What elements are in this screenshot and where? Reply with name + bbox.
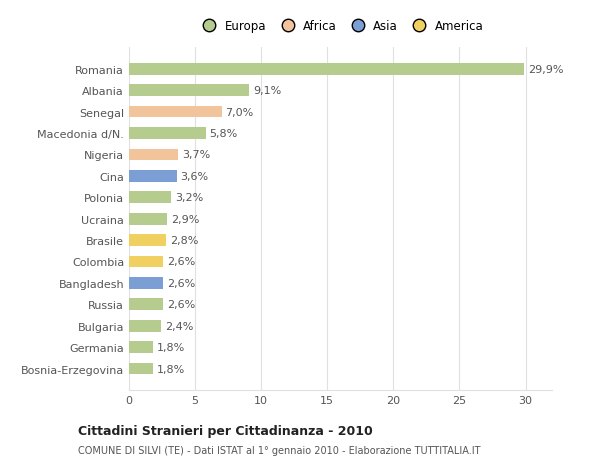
Text: 3,7%: 3,7% xyxy=(182,150,210,160)
Bar xyxy=(129,320,161,332)
Text: 1,8%: 1,8% xyxy=(157,364,185,374)
Bar xyxy=(129,235,166,246)
Legend: Europa, Africa, Asia, America: Europa, Africa, Asia, America xyxy=(197,20,484,33)
Text: 3,2%: 3,2% xyxy=(175,193,203,203)
Text: 5,8%: 5,8% xyxy=(209,129,238,139)
Bar xyxy=(129,85,249,97)
Text: 2,6%: 2,6% xyxy=(167,278,196,288)
Bar xyxy=(129,277,163,289)
Bar xyxy=(129,106,221,118)
Bar xyxy=(129,299,163,310)
Text: 2,8%: 2,8% xyxy=(170,235,199,246)
Text: Cittadini Stranieri per Cittadinanza - 2010: Cittadini Stranieri per Cittadinanza - 2… xyxy=(78,425,373,437)
Text: 9,1%: 9,1% xyxy=(253,86,281,96)
Bar xyxy=(129,64,524,75)
Text: 2,6%: 2,6% xyxy=(167,300,196,310)
Bar xyxy=(129,213,167,225)
Bar xyxy=(129,128,206,140)
Bar xyxy=(129,171,176,182)
Bar xyxy=(129,192,172,204)
Text: 29,9%: 29,9% xyxy=(528,65,564,75)
Bar xyxy=(129,149,178,161)
Bar xyxy=(129,363,153,375)
Text: 1,8%: 1,8% xyxy=(157,342,185,353)
Text: 7,0%: 7,0% xyxy=(226,107,254,118)
Text: 3,6%: 3,6% xyxy=(181,172,209,181)
Text: 2,9%: 2,9% xyxy=(172,214,200,224)
Text: 2,6%: 2,6% xyxy=(167,257,196,267)
Bar xyxy=(129,256,163,268)
Bar xyxy=(129,341,153,353)
Text: 2,4%: 2,4% xyxy=(164,321,193,331)
Text: COMUNE DI SILVI (TE) - Dati ISTAT al 1° gennaio 2010 - Elaborazione TUTTITALIA.I: COMUNE DI SILVI (TE) - Dati ISTAT al 1° … xyxy=(78,445,481,455)
